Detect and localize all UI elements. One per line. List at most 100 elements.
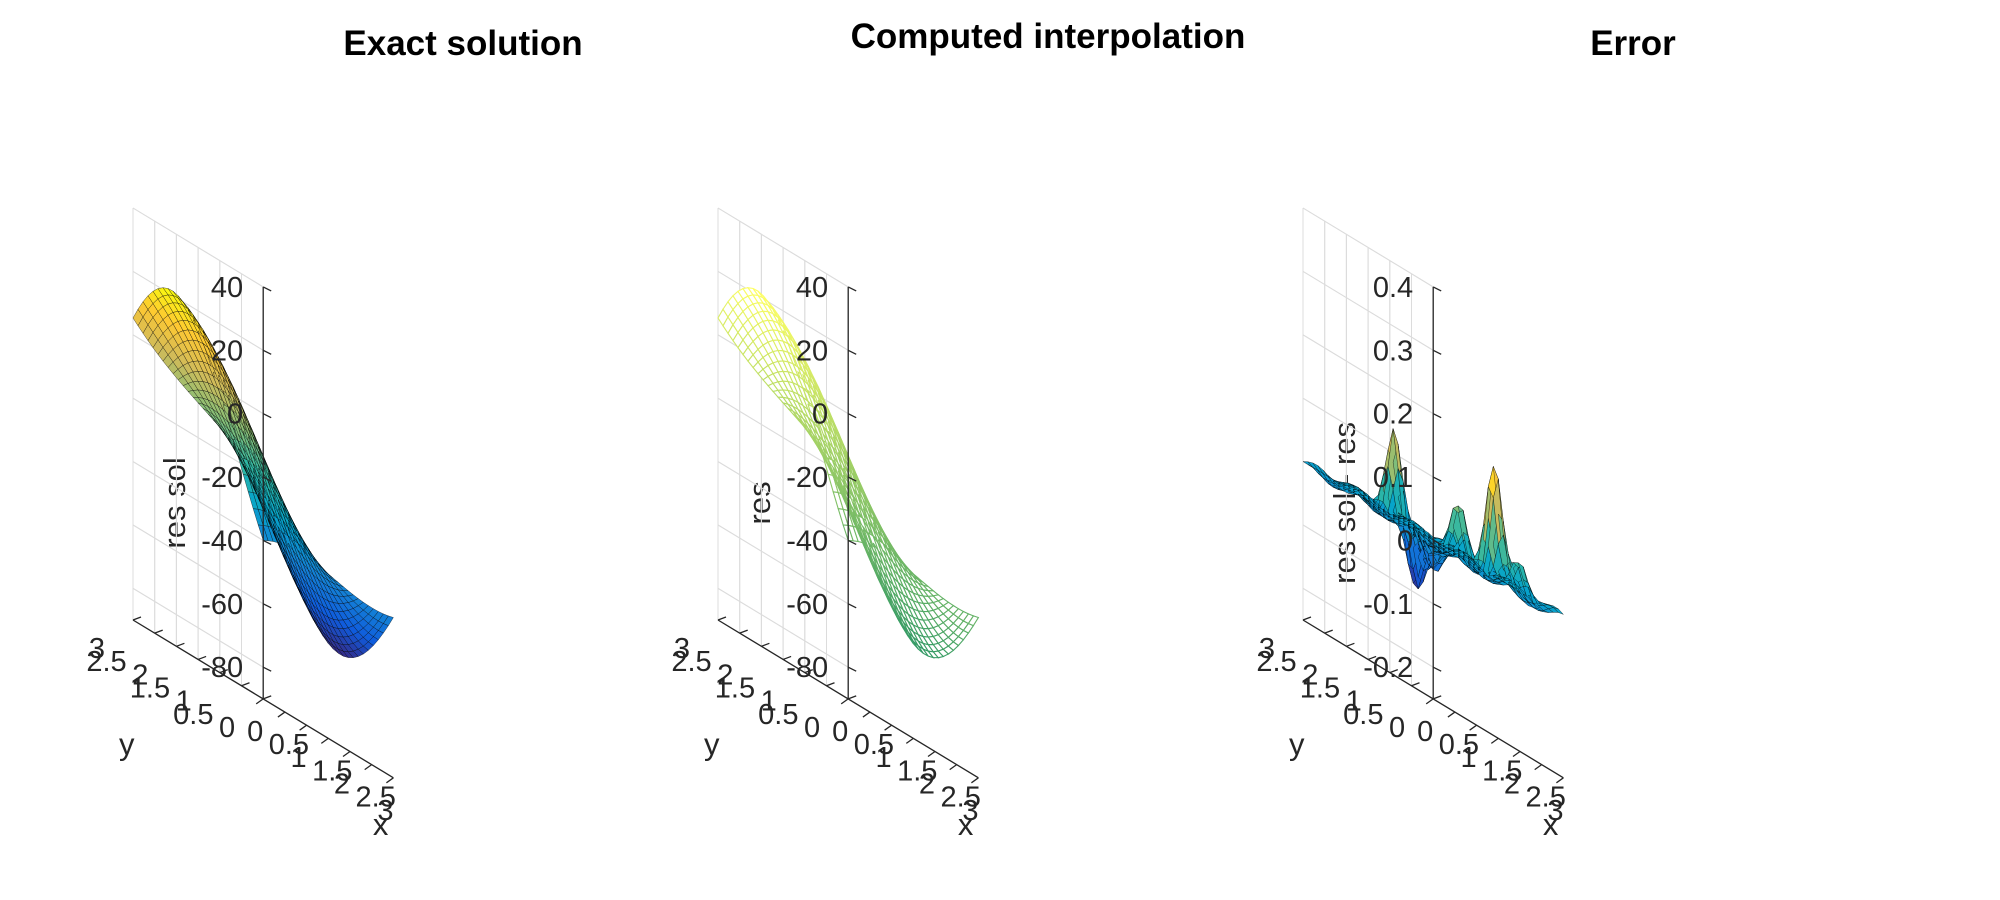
- y-tick-mark: [1389, 668, 1399, 674]
- z-tick-mark: [847, 603, 857, 609]
- z-tick-label: 0.3: [1373, 335, 1413, 367]
- grid-line: [717, 461, 849, 541]
- x-tick-mark: [364, 764, 373, 771]
- grid-line: [1302, 207, 1434, 288]
- y-tick-label: 1.5: [1300, 672, 1340, 704]
- y-tick-mark: [717, 616, 727, 621]
- grid-line: [717, 587, 849, 668]
- z-tick-mark: [262, 539, 272, 546]
- y-tick-mark: [847, 695, 857, 700]
- computed-interpolation-z-axis-label: res: [742, 481, 777, 524]
- z-tick-mark: [1432, 666, 1442, 672]
- x-tick-label: 2.5: [356, 782, 396, 814]
- grid-line: [132, 524, 264, 605]
- y-tick-label: 3: [89, 633, 105, 665]
- x-tick-mark: [927, 750, 936, 758]
- x-tick-label: 1: [291, 742, 307, 774]
- y-tick-mark: [176, 642, 185, 647]
- z-tick-mark: [1432, 603, 1442, 609]
- x-tick-mark: [884, 724, 892, 731]
- x-tick-mark: [277, 711, 286, 718]
- error-x-axis-label: x: [1543, 807, 1559, 842]
- z-tick-label: 0: [812, 399, 828, 431]
- error-title: Error: [1590, 24, 1676, 63]
- y-tick-label: 2: [1302, 659, 1318, 691]
- grid-line: [1302, 270, 1434, 351]
- z-tick-label: 0.4: [1373, 272, 1413, 304]
- grid-line: [1302, 397, 1434, 478]
- y-tick-mark: [262, 695, 272, 700]
- x-tick-label: 1.5: [897, 755, 937, 787]
- z-tick-mark: [1432, 349, 1442, 355]
- x-tick-mark: [1490, 737, 1499, 744]
- z-tick-label: -60: [201, 589, 243, 621]
- x-tick-mark: [1556, 777, 1564, 784]
- y-tick-mark: [1346, 642, 1355, 647]
- x-tick-label: 1: [876, 742, 892, 774]
- grid-line: [132, 207, 264, 288]
- z-tick-mark: [847, 413, 857, 419]
- z-tick-label: 40: [211, 272, 243, 304]
- y-tick-mark: [241, 682, 250, 687]
- z-tick-mark: [1432, 286, 1442, 292]
- x-tick-mark: [905, 737, 914, 744]
- z-tick-mark: [1432, 413, 1442, 419]
- x-tick-label: 0.5: [854, 729, 894, 761]
- surface-facet: [1553, 607, 1564, 615]
- surface-facet: [383, 615, 394, 626]
- x-tick-label: 3: [962, 795, 978, 827]
- z-tick-mark: [847, 476, 857, 482]
- x-tick-mark: [862, 711, 871, 718]
- y-tick-mark: [1432, 695, 1442, 700]
- z-tick-mark: [262, 349, 272, 355]
- x-tick-mark: [1425, 698, 1434, 705]
- grid-line: [132, 270, 264, 351]
- y-tick-label: 2: [132, 659, 148, 691]
- z-tick-label: 0.2: [1373, 399, 1413, 431]
- y-tick-mark: [197, 655, 207, 661]
- z-tick-label: 0: [227, 399, 243, 431]
- x-tick-label: 1.5: [1482, 755, 1522, 787]
- z-tick-label: 20: [796, 335, 828, 367]
- z-tick-label: 0: [1397, 525, 1413, 557]
- y-tick-label: 2.5: [86, 646, 126, 678]
- z-tick-label: -0.1: [1363, 589, 1413, 621]
- y-tick-label: 1: [761, 686, 777, 718]
- y-tick-label: 1: [176, 686, 192, 718]
- exact-solution-title: Exact solution: [343, 24, 582, 63]
- x-tick-mark: [1469, 724, 1477, 731]
- y-tick-mark: [219, 668, 229, 674]
- exact-solution-panel: Exact solution res sol x y -80 -60 -40 -20 0…: [86, 24, 582, 842]
- y-tick-mark: [1367, 655, 1377, 661]
- x-tick-label: 0: [1417, 716, 1433, 748]
- y-tick-label: 0: [1389, 712, 1405, 744]
- z-tick-mark: [262, 666, 272, 672]
- x-tick-mark: [840, 698, 849, 705]
- x-tick-label: 3: [1547, 795, 1563, 827]
- axes: -0.2-0.100.10.20.30.40 0.51 1.52 2.5300.511…: [1256, 272, 1565, 827]
- y-tick-mark: [1411, 682, 1420, 687]
- error-z-axis-label: res sol - res: [1327, 422, 1362, 584]
- grid-line: [1302, 334, 1434, 415]
- x-tick-label: 2: [919, 769, 935, 801]
- x-tick-label: 0: [247, 716, 263, 748]
- grid-line: [1302, 587, 1434, 668]
- x-tick-mark: [255, 698, 264, 705]
- grid-line: [1302, 524, 1434, 605]
- x-tick-mark: [971, 777, 979, 784]
- z-tick-mark: [847, 286, 857, 292]
- z-tick-mark: [1432, 539, 1442, 546]
- exact-solution-z-axis-label: res sol: [157, 457, 192, 548]
- grid-line: [717, 207, 849, 288]
- x-tick-mark: [949, 764, 958, 771]
- z-tick-mark: [847, 349, 857, 355]
- y-tick-label: 0.5: [173, 699, 213, 731]
- z-tick-label: -80: [786, 652, 828, 684]
- x-tick-mark: [320, 737, 329, 744]
- exact-solution-y-axis-label: y: [119, 727, 135, 762]
- z-tick-label: -60: [786, 589, 828, 621]
- y-tick-label: 1.5: [715, 672, 755, 704]
- y-tick-mark: [154, 629, 163, 634]
- x-tick-label: 1.5: [312, 755, 352, 787]
